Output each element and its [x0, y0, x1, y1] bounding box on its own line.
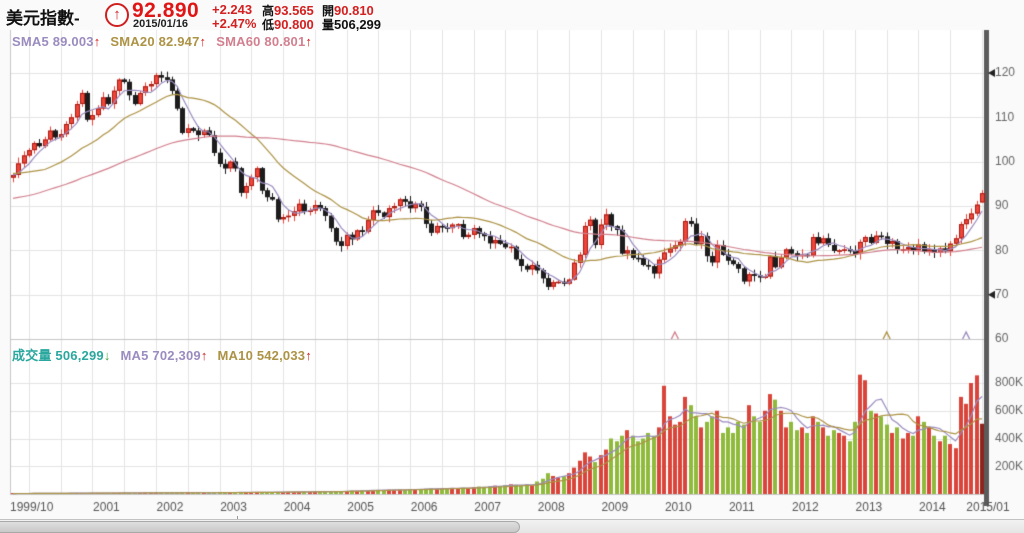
down-arrow-icon: ↓: [103, 348, 111, 363]
volume-label: 量: [322, 18, 335, 32]
sma60-value: 80.801: [264, 34, 306, 49]
last-price: 92.890: [132, 0, 200, 22]
up-arrow-icon: ↑: [200, 348, 208, 363]
h-scrollbar-thumb[interactable]: [0, 521, 520, 533]
low-label: 低: [262, 18, 275, 32]
open-label: 開: [322, 4, 335, 18]
price-change-percent: +2.47%: [212, 16, 257, 31]
high-label: 高: [262, 4, 275, 18]
volume-pane-label: 成交量: [12, 348, 52, 363]
sma20-value: 82.947: [158, 34, 200, 49]
sma5-label: SMA5: [12, 34, 49, 49]
trend-up-icon: ↑: [105, 3, 129, 27]
high-value: 93.565: [274, 3, 314, 18]
vol-ma10-value: 542,033: [256, 348, 306, 363]
vol-ma5-label: MA5: [120, 348, 149, 363]
up-arrow-icon: ↑: [199, 34, 207, 49]
high-field: 高93.565: [262, 2, 314, 20]
sma20-label: SMA20: [110, 34, 155, 49]
sma5-value: 89.003: [52, 34, 94, 49]
low-field: 低90.800: [262, 16, 314, 34]
instrument-title: 美元指數-: [6, 9, 80, 28]
up-arrow-icon: ↑: [305, 34, 313, 49]
volume-field: 量506,299: [322, 16, 381, 34]
open-value: 90.810: [334, 3, 374, 18]
open-field: 開90.810: [322, 2, 374, 20]
volume-ma-legend: 成交量 506,299↓ MA5 702,309↑ MA10 542,033↑: [12, 345, 312, 364]
low-value: 90.800: [274, 17, 314, 32]
h-scrollbar-track[interactable]: [0, 519, 1024, 533]
up-arrow-icon: ↑: [305, 348, 312, 363]
volume-value: 506,299: [334, 17, 382, 32]
up-arrow-icon: ↑: [93, 34, 101, 49]
volume-pane-value: 506,299: [55, 348, 104, 363]
sma60-label: SMA60: [216, 34, 261, 49]
vol-ma10-label: MA10: [217, 348, 253, 363]
price-ma-legend: SMA5 89.003↑ SMA20 82.947↑ SMA60 80.801↑: [12, 34, 312, 49]
vol-ma5-value: 702,309: [152, 348, 201, 363]
price-change: +2.243: [212, 2, 253, 17]
quote-date: 2015/01/16: [133, 18, 189, 30]
